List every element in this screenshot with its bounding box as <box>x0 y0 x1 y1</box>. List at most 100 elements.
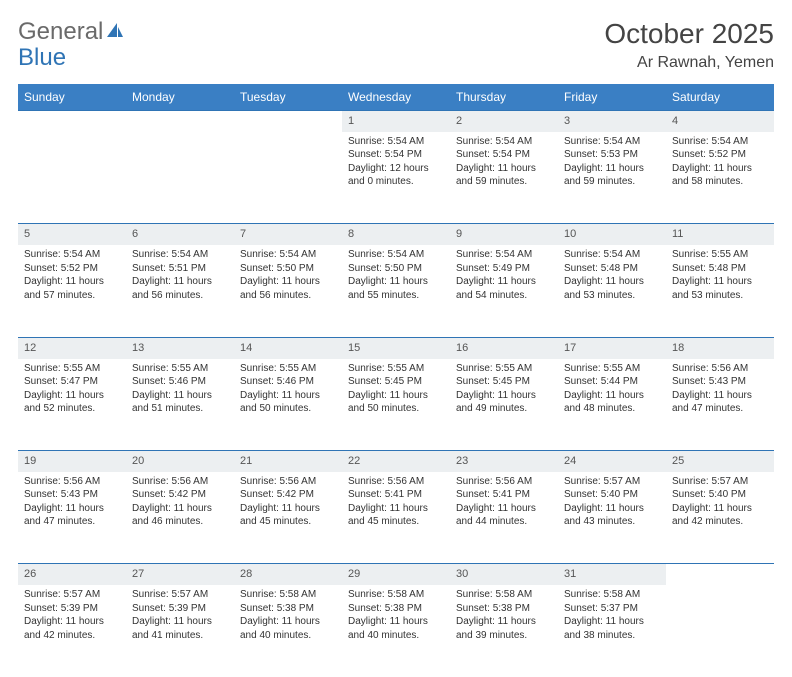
day-number-cell: 19 <box>18 451 126 472</box>
day-info-cell: Sunrise: 5:54 AMSunset: 5:53 PMDaylight:… <box>558 132 666 224</box>
sunrise-line: Sunrise: 5:55 AM <box>132 362 228 376</box>
day-info-cell: Sunrise: 5:55 AMSunset: 5:45 PMDaylight:… <box>450 359 558 451</box>
day-info-cell: Sunrise: 5:56 AMSunset: 5:41 PMDaylight:… <box>450 472 558 564</box>
day-info-cell: Sunrise: 5:56 AMSunset: 5:42 PMDaylight:… <box>126 472 234 564</box>
weekday-header: Wednesday <box>342 84 450 111</box>
day-number-cell: 12 <box>18 337 126 358</box>
day-number-cell: 11 <box>666 224 774 245</box>
sunset-line: Sunset: 5:52 PM <box>672 148 768 162</box>
sunrise-line: Sunrise: 5:55 AM <box>24 362 120 376</box>
sunrise-line: Sunrise: 5:58 AM <box>456 588 552 602</box>
sunset-line: Sunset: 5:39 PM <box>24 602 120 616</box>
day-number-cell: 16 <box>450 337 558 358</box>
sunset-line: Sunset: 5:46 PM <box>240 375 336 389</box>
day-number-cell: 22 <box>342 451 450 472</box>
day-info-row: Sunrise: 5:55 AMSunset: 5:47 PMDaylight:… <box>18 359 774 451</box>
day-info-row: Sunrise: 5:57 AMSunset: 5:39 PMDaylight:… <box>18 585 774 677</box>
day-info-cell: Sunrise: 5:54 AMSunset: 5:48 PMDaylight:… <box>558 245 666 337</box>
logo-sail-icon <box>105 21 125 39</box>
sunset-line: Sunset: 5:48 PM <box>564 262 660 276</box>
daylight-line: Daylight: 11 hours and 45 minutes. <box>240 502 336 529</box>
day-number-cell: 21 <box>234 451 342 472</box>
day-number-cell: 23 <box>450 451 558 472</box>
daylight-line: Daylight: 11 hours and 50 minutes. <box>348 389 444 416</box>
day-info-cell: Sunrise: 5:54 AMSunset: 5:51 PMDaylight:… <box>126 245 234 337</box>
day-info-row: Sunrise: 5:54 AMSunset: 5:54 PMDaylight:… <box>18 132 774 224</box>
sunset-line: Sunset: 5:38 PM <box>240 602 336 616</box>
day-info-cell: Sunrise: 5:55 AMSunset: 5:44 PMDaylight:… <box>558 359 666 451</box>
daylight-line: Daylight: 11 hours and 49 minutes. <box>456 389 552 416</box>
sunset-line: Sunset: 5:54 PM <box>456 148 552 162</box>
sunrise-line: Sunrise: 5:54 AM <box>456 135 552 149</box>
day-number-cell: 1 <box>342 111 450 132</box>
sunset-line: Sunset: 5:49 PM <box>456 262 552 276</box>
logo-text-gray: General <box>18 18 103 46</box>
sunset-line: Sunset: 5:50 PM <box>348 262 444 276</box>
weekday-header: Tuesday <box>234 84 342 111</box>
weekday-header: Thursday <box>450 84 558 111</box>
sunset-line: Sunset: 5:41 PM <box>456 488 552 502</box>
day-number-cell: 5 <box>18 224 126 245</box>
daylight-line: Daylight: 11 hours and 56 minutes. <box>240 275 336 302</box>
daylight-line: Daylight: 11 hours and 53 minutes. <box>672 275 768 302</box>
day-info-cell: Sunrise: 5:58 AMSunset: 5:38 PMDaylight:… <box>234 585 342 677</box>
sunset-line: Sunset: 5:48 PM <box>672 262 768 276</box>
weekday-header: Sunday <box>18 84 126 111</box>
weekday-header: Friday <box>558 84 666 111</box>
sunrise-line: Sunrise: 5:58 AM <box>564 588 660 602</box>
day-number-row: 12131415161718 <box>18 337 774 358</box>
sunrise-line: Sunrise: 5:54 AM <box>132 248 228 262</box>
day-number-cell: 25 <box>666 451 774 472</box>
day-number-cell: 3 <box>558 111 666 132</box>
day-number-cell: 4 <box>666 111 774 132</box>
sunrise-line: Sunrise: 5:54 AM <box>348 248 444 262</box>
header: General October 2025 Ar Rawnah, Yemen <box>18 18 774 72</box>
sunset-line: Sunset: 5:45 PM <box>348 375 444 389</box>
daylight-line: Daylight: 11 hours and 52 minutes. <box>24 389 120 416</box>
sunrise-line: Sunrise: 5:56 AM <box>132 475 228 489</box>
day-info-cell: Sunrise: 5:56 AMSunset: 5:41 PMDaylight:… <box>342 472 450 564</box>
day-info-cell <box>18 132 126 224</box>
daylight-line: Daylight: 11 hours and 39 minutes. <box>456 615 552 642</box>
sunrise-line: Sunrise: 5:55 AM <box>348 362 444 376</box>
day-info-cell: Sunrise: 5:56 AMSunset: 5:43 PMDaylight:… <box>18 472 126 564</box>
daylight-line: Daylight: 11 hours and 44 minutes. <box>456 502 552 529</box>
month-title: October 2025 <box>604 18 774 50</box>
daylight-line: Daylight: 11 hours and 59 minutes. <box>456 162 552 189</box>
day-number-cell: 20 <box>126 451 234 472</box>
daylight-line: Daylight: 11 hours and 42 minutes. <box>24 615 120 642</box>
daylight-line: Daylight: 11 hours and 51 minutes. <box>132 389 228 416</box>
daylight-line: Daylight: 11 hours and 41 minutes. <box>132 615 228 642</box>
day-number-cell <box>234 111 342 132</box>
day-number-cell: 27 <box>126 564 234 585</box>
sunset-line: Sunset: 5:40 PM <box>672 488 768 502</box>
day-info-cell: Sunrise: 5:58 AMSunset: 5:38 PMDaylight:… <box>450 585 558 677</box>
sunrise-line: Sunrise: 5:56 AM <box>672 362 768 376</box>
day-info-cell: Sunrise: 5:56 AMSunset: 5:43 PMDaylight:… <box>666 359 774 451</box>
day-number-cell: 30 <box>450 564 558 585</box>
daylight-line: Daylight: 11 hours and 59 minutes. <box>564 162 660 189</box>
day-number-row: 1234 <box>18 111 774 132</box>
sunrise-line: Sunrise: 5:58 AM <box>348 588 444 602</box>
daylight-line: Daylight: 11 hours and 40 minutes. <box>348 615 444 642</box>
sunset-line: Sunset: 5:42 PM <box>240 488 336 502</box>
sunrise-line: Sunrise: 5:54 AM <box>24 248 120 262</box>
sunrise-line: Sunrise: 5:55 AM <box>240 362 336 376</box>
sunset-line: Sunset: 5:38 PM <box>456 602 552 616</box>
sunset-line: Sunset: 5:52 PM <box>24 262 120 276</box>
day-number-row: 262728293031 <box>18 564 774 585</box>
sunrise-line: Sunrise: 5:55 AM <box>672 248 768 262</box>
daylight-line: Daylight: 11 hours and 55 minutes. <box>348 275 444 302</box>
day-number-cell: 13 <box>126 337 234 358</box>
day-number-row: 19202122232425 <box>18 451 774 472</box>
title-block: October 2025 Ar Rawnah, Yemen <box>604 18 774 72</box>
day-number-cell: 6 <box>126 224 234 245</box>
day-info-cell: Sunrise: 5:54 AMSunset: 5:52 PMDaylight:… <box>666 132 774 224</box>
day-number-cell: 14 <box>234 337 342 358</box>
day-info-row: Sunrise: 5:54 AMSunset: 5:52 PMDaylight:… <box>18 245 774 337</box>
day-info-cell: Sunrise: 5:55 AMSunset: 5:45 PMDaylight:… <box>342 359 450 451</box>
logo: General <box>18 18 125 46</box>
day-number-row: 567891011 <box>18 224 774 245</box>
sunset-line: Sunset: 5:46 PM <box>132 375 228 389</box>
day-number-cell: 28 <box>234 564 342 585</box>
